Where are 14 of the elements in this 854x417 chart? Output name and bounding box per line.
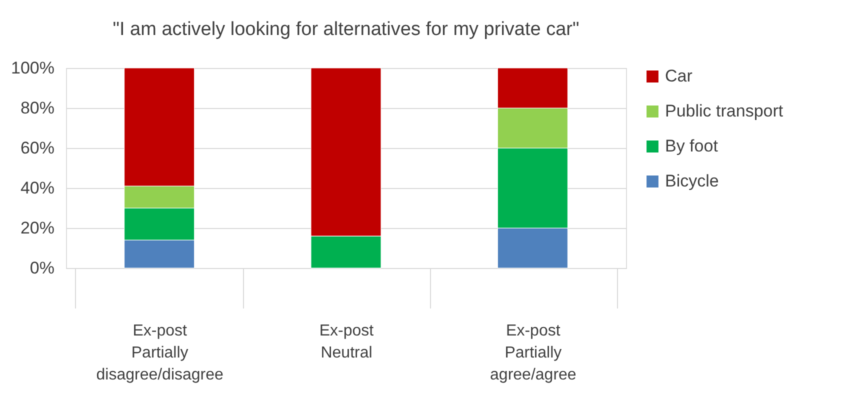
y-tick-label: 20% [20,218,54,238]
y-tick-label: 80% [20,98,54,118]
legend-label: By foot [665,136,718,156]
legend-label: Bicycle [665,172,719,190]
legend-label: Car [665,66,693,86]
y-tick-label: 0% [30,258,54,278]
x-tick-label: Ex-post Neutral [319,322,374,362]
y-tick-label: 100% [11,58,54,78]
x-tick-label: Ex-post Partially agree/agree [490,322,576,384]
x-tick-label: Ex-post Partially disagree/disagree [96,322,224,384]
y-tick-label: 40% [20,178,54,198]
chart-title: "I am actively looking for alternatives for my private car" [112,19,580,40]
legend-label: Public transport [665,102,784,120]
y-tick-label: 60% [20,138,54,158]
